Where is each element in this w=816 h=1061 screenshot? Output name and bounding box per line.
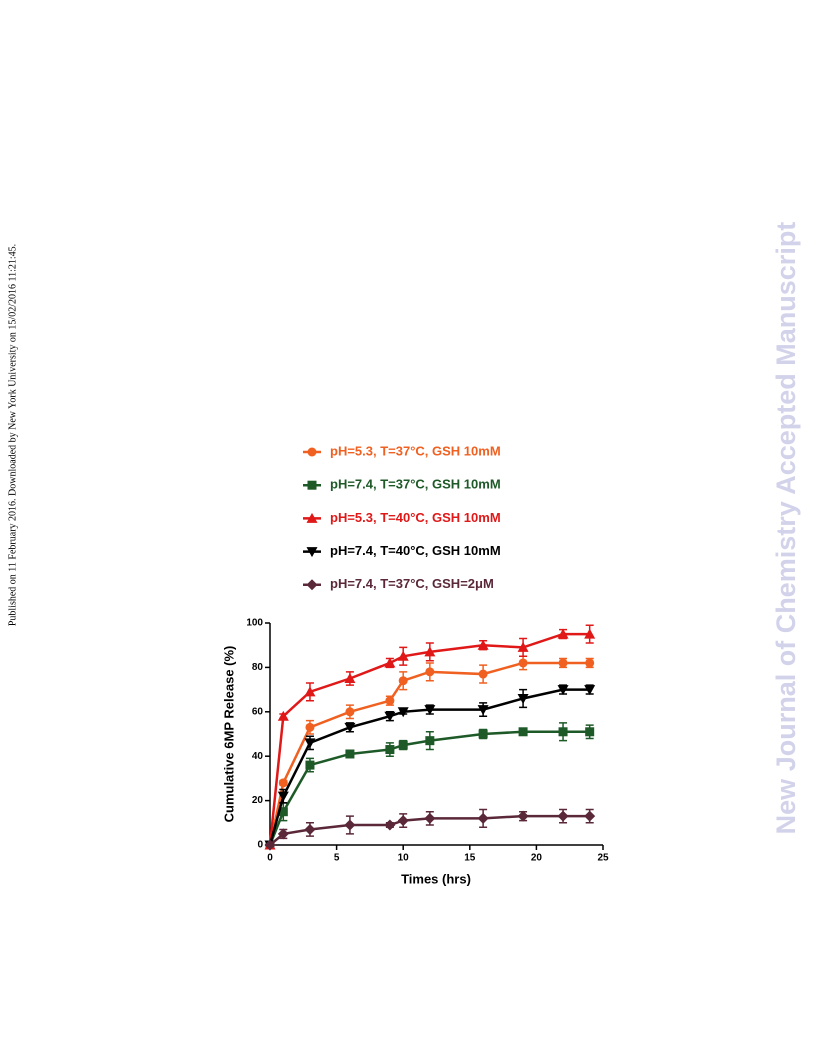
marker xyxy=(558,658,568,668)
watermark: New Journal of Chemistry Accepted Manusc… xyxy=(771,222,801,835)
legend-label: pH=5.3, T=37°C, GSH 10mM xyxy=(330,443,501,458)
marker xyxy=(384,657,396,668)
x-tick-label: 0 xyxy=(267,853,273,864)
marker xyxy=(277,828,289,840)
marker xyxy=(557,685,569,696)
marker xyxy=(305,722,315,732)
marker xyxy=(424,646,436,657)
marker xyxy=(477,639,489,650)
marker xyxy=(424,705,436,716)
marker xyxy=(277,710,289,721)
legend-label: pH=7.4, T=37°C, GSH 10mM xyxy=(330,477,501,492)
marker xyxy=(384,711,396,722)
side-note: Published on 11 February 2016. Downloade… xyxy=(7,244,18,626)
marker xyxy=(384,819,396,831)
legend-label: pH=5.3, T=40°C, GSH 10mM xyxy=(330,510,501,525)
y-axis-label: Cumulative 6MP Release (%) xyxy=(221,646,236,823)
marker xyxy=(278,807,288,817)
marker xyxy=(425,736,435,746)
marker xyxy=(304,738,316,749)
marker xyxy=(478,669,488,679)
marker xyxy=(397,650,409,661)
marker xyxy=(478,729,488,739)
marker xyxy=(425,667,435,677)
marker xyxy=(585,727,595,737)
x-tick-label: 5 xyxy=(334,853,340,864)
marker xyxy=(518,658,528,668)
marker xyxy=(264,839,276,851)
marker xyxy=(385,696,395,706)
y-tick-label: 60 xyxy=(252,706,264,717)
marker xyxy=(584,628,596,639)
marker xyxy=(344,673,356,683)
marker xyxy=(397,815,409,827)
marker xyxy=(344,819,356,831)
marker xyxy=(306,579,318,591)
marker xyxy=(304,823,316,835)
marker xyxy=(477,705,489,716)
x-axis-label: Times (hrs) xyxy=(401,871,471,886)
marker xyxy=(517,693,529,704)
y-tick-label: 0 xyxy=(257,840,263,851)
marker xyxy=(344,722,356,733)
marker xyxy=(518,727,528,737)
marker xyxy=(345,749,355,759)
marker xyxy=(345,707,355,717)
marker xyxy=(397,707,409,718)
marker xyxy=(584,810,596,822)
marker xyxy=(585,658,595,668)
x-tick-label: 20 xyxy=(531,853,543,864)
marker xyxy=(304,686,316,697)
marker xyxy=(398,740,408,750)
marker xyxy=(584,685,596,696)
y-tick-label: 80 xyxy=(252,662,264,673)
marker xyxy=(517,810,529,822)
marker xyxy=(307,480,317,490)
marker xyxy=(305,760,315,770)
marker xyxy=(385,745,395,755)
x-tick-label: 25 xyxy=(597,853,609,864)
marker xyxy=(557,810,569,822)
marker xyxy=(277,791,289,802)
marker xyxy=(398,676,408,686)
marker xyxy=(558,727,568,737)
y-tick-label: 100 xyxy=(246,618,263,629)
x-tick-label: 15 xyxy=(464,853,476,864)
y-tick-label: 20 xyxy=(252,795,264,806)
legend-label: pH=7.4, T=40°C, GSH 10mM xyxy=(330,543,501,558)
marker xyxy=(306,547,318,558)
x-tick-label: 10 xyxy=(398,853,410,864)
y-tick-label: 40 xyxy=(252,751,264,762)
marker xyxy=(307,447,317,457)
marker xyxy=(424,812,436,824)
marker xyxy=(278,778,288,788)
marker xyxy=(306,512,318,523)
marker xyxy=(517,641,529,652)
legend-label: pH=7.4, T=37°C, GSH=2μM xyxy=(330,576,494,591)
marker xyxy=(557,628,569,639)
marker xyxy=(477,812,489,824)
